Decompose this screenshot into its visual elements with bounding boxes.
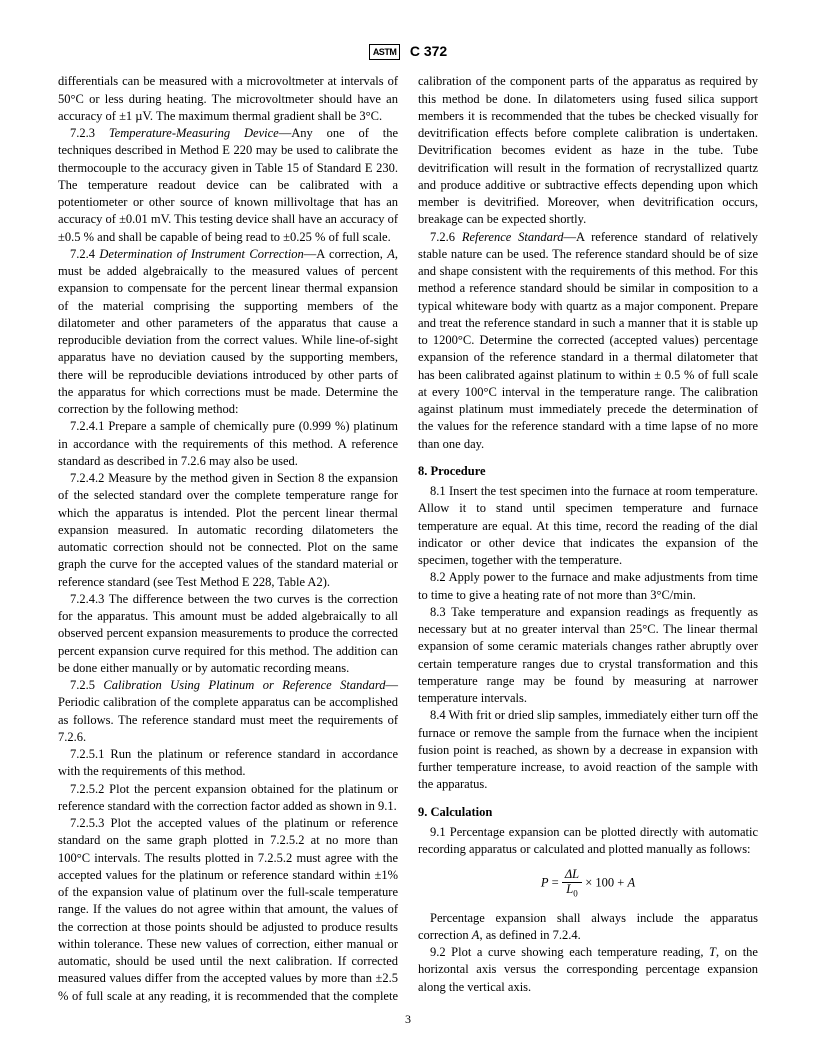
eq-fraction: ΔLL0 <box>562 868 582 899</box>
paragraph-7-2-5-2: 7.2.5.2 Plot the percent expansion obtai… <box>58 781 398 816</box>
paragraph-7-2-5-1: 7.2.5.1 Run the platinum or reference st… <box>58 746 398 781</box>
paragraph-7-2-4-1: 7.2.4.1 Prepare a sample of chemically p… <box>58 418 398 470</box>
clause-title: Temperature-Measuring Device <box>109 126 279 140</box>
page-number: 3 <box>0 1011 816 1028</box>
clause-number: 7.2.6 <box>430 230 462 244</box>
clause-title: Determination of Instrument Correction <box>99 247 303 261</box>
text-a: 9.2 Plot a curve showing each temperatur… <box>430 945 709 959</box>
paragraph-7-2-4-2: 7.2.4.2 Measure by the method given in S… <box>58 470 398 591</box>
eq-A: A <box>627 876 635 890</box>
document-number: C 372 <box>410 43 447 59</box>
equation-percent-expansion: P = ΔLL0 × 100 + A <box>418 868 758 899</box>
clause-number: 7.2.5 <box>70 678 103 692</box>
text-a: Percentage expansion shall always includ… <box>418 911 758 942</box>
clause-body-a: —A correction, <box>304 247 387 261</box>
eq-P: P <box>541 876 549 890</box>
paragraph-7-2-4: 7.2.4 Determination of Instrument Correc… <box>58 246 398 419</box>
eq-equals: = <box>549 876 562 890</box>
paragraph-7-2-2-cont: differentials can be measured with a mic… <box>58 73 398 125</box>
paragraph-8-3: 8.3 Take temperature and expansion readi… <box>418 604 758 708</box>
paragraph-8-1: 8.1 Insert the test specimen into the fu… <box>418 483 758 569</box>
paragraph-7-2-4-3: 7.2.4.3 The difference between the two c… <box>58 591 398 677</box>
clause-title: Calibration Using Platinum or Reference … <box>103 678 385 692</box>
eq-tail: × 100 + <box>582 876 627 890</box>
clause-body-b: , must be added algebraically to the mea… <box>58 247 398 416</box>
eq-denominator: L0 <box>562 883 582 899</box>
paragraph-7-2-6: 7.2.6 Reference Standard—A reference sta… <box>418 229 758 453</box>
eq-numerator: ΔL <box>562 868 582 883</box>
clause-body: —Any one of the techniques described in … <box>58 126 398 244</box>
document-header: ASTM C 372 <box>0 0 816 73</box>
document-body: differentials can be measured with a mic… <box>0 73 816 1005</box>
section-9-heading: 9. Calculation <box>418 804 758 821</box>
var-T: T <box>709 945 716 959</box>
var-A: A <box>387 247 395 261</box>
astm-logo: ASTM <box>369 44 401 60</box>
text-c: , as defined in 7.2.4. <box>479 928 580 942</box>
paragraph-8-4: 8.4 With frit or dried slip samples, imm… <box>418 707 758 793</box>
paragraph-7-2-3: 7.2.3 Temperature-Measuring Device—Any o… <box>58 125 398 246</box>
paragraph-9-2: 9.2 Plot a curve showing each temperatur… <box>418 944 758 996</box>
paragraph-9-1-note: Percentage expansion shall always includ… <box>418 910 758 945</box>
clause-number: 7.2.3 <box>70 126 109 140</box>
clause-body: —A reference standard of relatively stab… <box>418 230 758 451</box>
paragraph-8-2: 8.2 Apply power to the furnace and make … <box>418 569 758 604</box>
clause-title: Reference Standard <box>462 230 564 244</box>
paragraph-7-2-5: 7.2.5 Calibration Using Platinum or Refe… <box>58 677 398 746</box>
paragraph-9-1: 9.1 Percentage expansion can be plotted … <box>418 824 758 859</box>
clause-number: 7.2.4 <box>70 247 99 261</box>
section-8-heading: 8. Procedure <box>418 463 758 480</box>
